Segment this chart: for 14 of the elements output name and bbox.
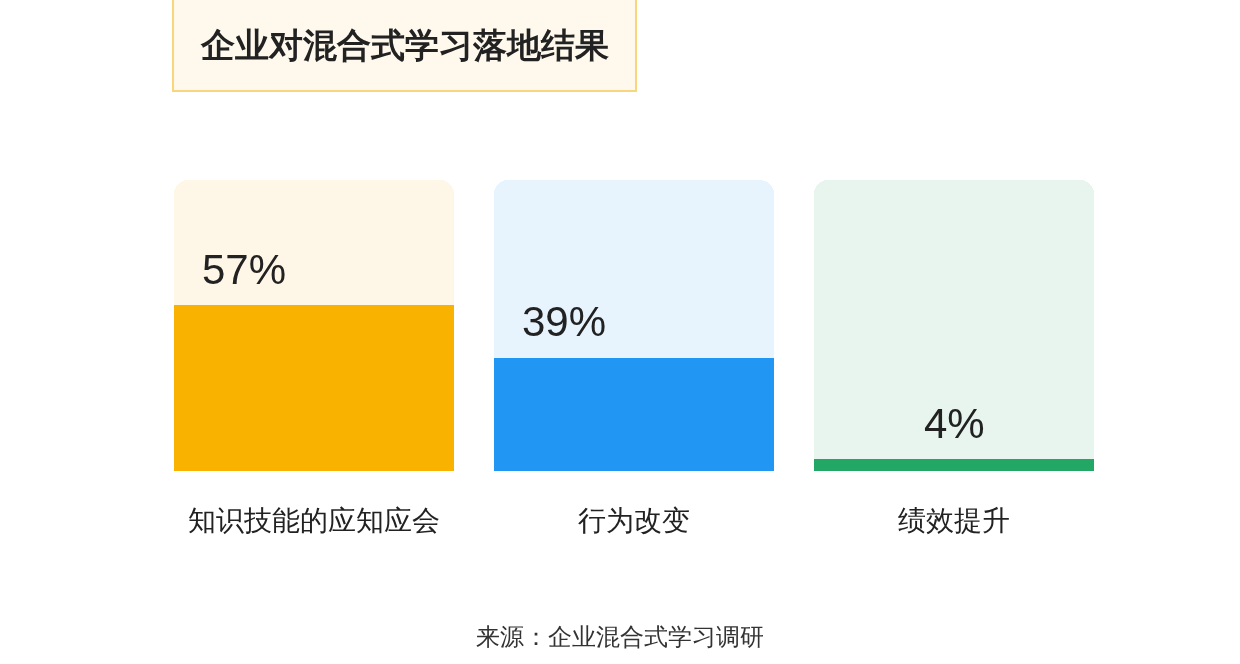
x-tick-label: 行为改变: [578, 505, 690, 536]
bar: [174, 180, 454, 306]
bar: [814, 459, 1094, 471]
x-tick-label: 知识技能的应知应会: [188, 505, 440, 536]
data-label: 57%: [202, 246, 287, 293]
bar: [494, 357, 774, 471]
bar: [814, 180, 1094, 460]
bar: [174, 305, 454, 471]
x-tick-label: 绩效提升: [898, 505, 1010, 536]
chart-title: 企业对混合式学习落地结果: [200, 26, 609, 64]
data-label: 39%: [522, 298, 607, 345]
source-note: 来源：企业混合式学习调研: [476, 623, 764, 650]
bar: [494, 180, 774, 358]
data-label: 4%: [924, 400, 985, 447]
